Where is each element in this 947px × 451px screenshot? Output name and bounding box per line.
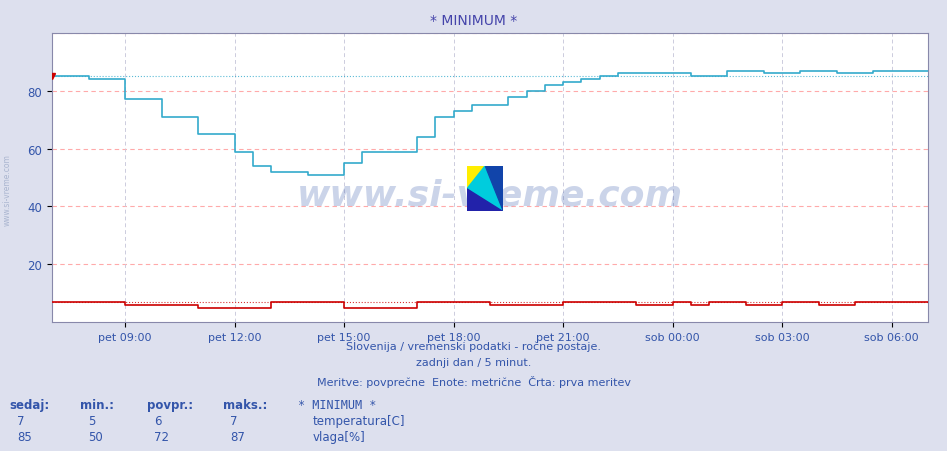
Text: temperatura[C]: temperatura[C] (313, 414, 405, 427)
Text: 7: 7 (17, 414, 25, 427)
Text: Slovenija / vremenski podatki - ročne postaje.: Slovenija / vremenski podatki - ročne po… (346, 341, 601, 351)
Text: 87: 87 (230, 430, 245, 443)
Text: sedaj:: sedaj: (9, 398, 50, 411)
Text: 50: 50 (88, 430, 103, 443)
Polygon shape (467, 167, 503, 212)
Text: 5: 5 (88, 414, 96, 427)
Text: zadnji dan / 5 minut.: zadnji dan / 5 minut. (416, 358, 531, 368)
Text: * MINIMUM *: * MINIMUM * (298, 398, 377, 411)
Text: 6: 6 (154, 414, 162, 427)
Text: maks.:: maks.: (223, 398, 267, 411)
Text: 85: 85 (17, 430, 32, 443)
Text: min.:: min.: (80, 398, 115, 411)
Polygon shape (485, 167, 503, 212)
Text: 72: 72 (154, 430, 170, 443)
Text: 7: 7 (230, 414, 238, 427)
Text: povpr.:: povpr.: (147, 398, 193, 411)
Polygon shape (467, 167, 485, 189)
Polygon shape (467, 189, 503, 212)
Text: www.si-vreme.com: www.si-vreme.com (297, 179, 683, 212)
Text: Meritve: povprečne  Enote: metrične  Črta: prva meritev: Meritve: povprečne Enote: metrične Črta:… (316, 375, 631, 387)
Text: vlaga[%]: vlaga[%] (313, 430, 366, 443)
Text: www.si-vreme.com: www.si-vreme.com (3, 153, 12, 226)
Text: * MINIMUM *: * MINIMUM * (430, 14, 517, 28)
